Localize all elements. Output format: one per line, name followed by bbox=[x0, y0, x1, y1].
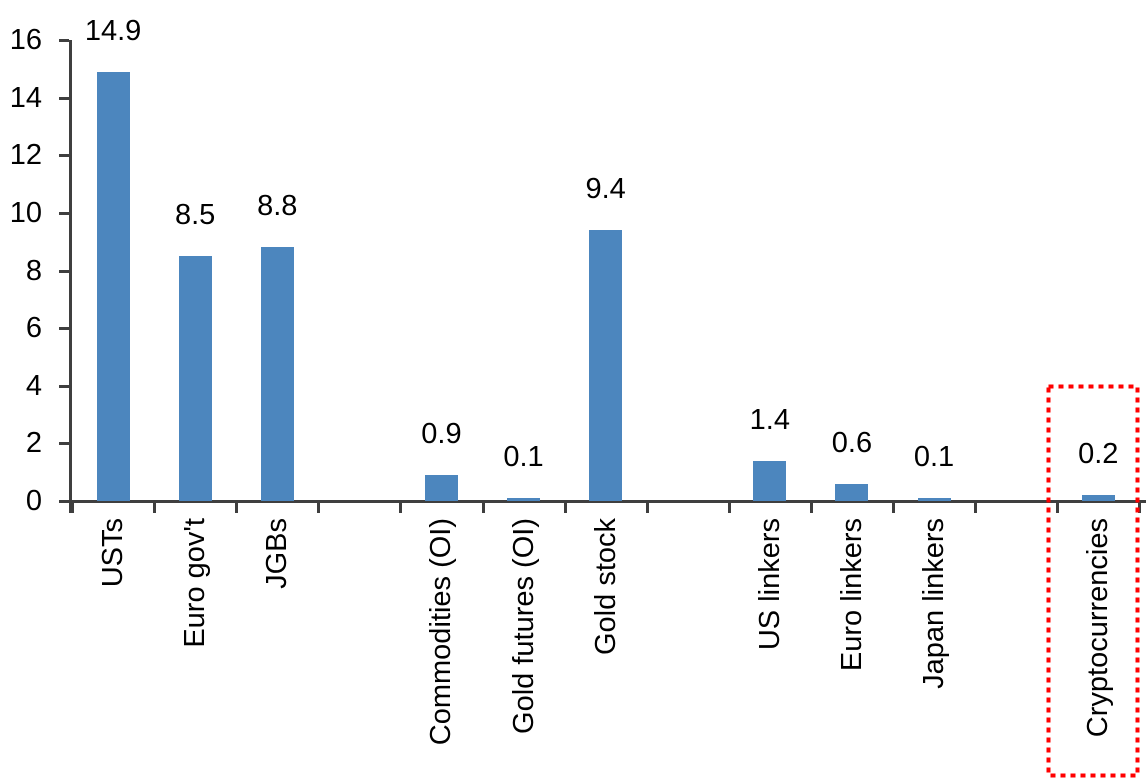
x-axis-tick bbox=[235, 501, 239, 513]
bar-us-linkers bbox=[753, 460, 787, 501]
bar-value-label: 9.4 bbox=[585, 173, 626, 206]
y-axis-label: 16 bbox=[9, 24, 42, 56]
bar-value-label: 0.1 bbox=[913, 441, 955, 474]
y-axis-label: 2 bbox=[25, 427, 42, 460]
y-axis-label: 6 bbox=[25, 312, 42, 345]
bar-gold-futures-oi bbox=[507, 498, 541, 501]
x-axis-tick bbox=[399, 501, 403, 513]
highlight-box-border bbox=[1046, 384, 1140, 778]
highlight-box bbox=[1046, 384, 1140, 778]
y-axis-tick bbox=[59, 500, 69, 503]
x-axis-tick bbox=[727, 501, 731, 513]
bar-value-label: 1.4 bbox=[749, 403, 790, 436]
x-axis-tick bbox=[645, 501, 649, 513]
y-axis-tick bbox=[59, 327, 69, 331]
y-axis-tick bbox=[59, 269, 69, 273]
x-axis-tick bbox=[1056, 501, 1060, 513]
y-axis-tick bbox=[59, 96, 69, 100]
bar-value-label: 0.6 bbox=[831, 426, 873, 459]
y-axis-label: 10 bbox=[9, 196, 42, 229]
y-axis-label: 0 bbox=[25, 485, 42, 517]
x-axis-tick bbox=[809, 501, 813, 513]
bar-euro-gov-t bbox=[178, 256, 212, 501]
y-axis-tick bbox=[59, 211, 69, 215]
bar-value-label: 8.8 bbox=[257, 190, 298, 223]
x-axis-tick bbox=[153, 501, 157, 513]
x-axis-line bbox=[72, 500, 1146, 503]
bar-commodities-oi bbox=[424, 475, 458, 501]
bar-value-label: 0.2 bbox=[1078, 438, 1119, 471]
y-axis-tick bbox=[59, 154, 69, 158]
y-axis-tick bbox=[59, 384, 69, 388]
bar-value-label: 0.1 bbox=[503, 441, 544, 474]
bar-usts bbox=[96, 71, 130, 501]
x-axis-tick bbox=[974, 501, 978, 513]
bar-gold-stock bbox=[589, 230, 623, 501]
x-axis-tick bbox=[71, 501, 74, 513]
bar-euro-linkers bbox=[835, 483, 869, 501]
bar-cryptocurrencies bbox=[1081, 495, 1115, 501]
y-axis-label: 8 bbox=[25, 254, 42, 287]
bar-value-label: 8.5 bbox=[174, 199, 216, 232]
y-axis-label: 4 bbox=[25, 369, 42, 402]
bar-jgbs bbox=[260, 247, 294, 501]
x-axis-tick bbox=[892, 501, 895, 513]
y-axis-label: 14 bbox=[9, 81, 42, 114]
y-axis-tick bbox=[59, 39, 69, 42]
bar-japan-linkers bbox=[917, 498, 951, 501]
y-axis-label: 12 bbox=[9, 139, 42, 172]
y-axis-tick bbox=[59, 442, 69, 446]
bar-value-label: 0.9 bbox=[421, 418, 462, 451]
x-axis-tick bbox=[317, 501, 321, 513]
x-axis-tick bbox=[1138, 501, 1142, 513]
y-axis-line bbox=[69, 40, 72, 513]
bar-value-label: 14.9 bbox=[84, 14, 142, 47]
x-axis-tick bbox=[481, 501, 485, 513]
x-axis-tick bbox=[563, 501, 567, 513]
